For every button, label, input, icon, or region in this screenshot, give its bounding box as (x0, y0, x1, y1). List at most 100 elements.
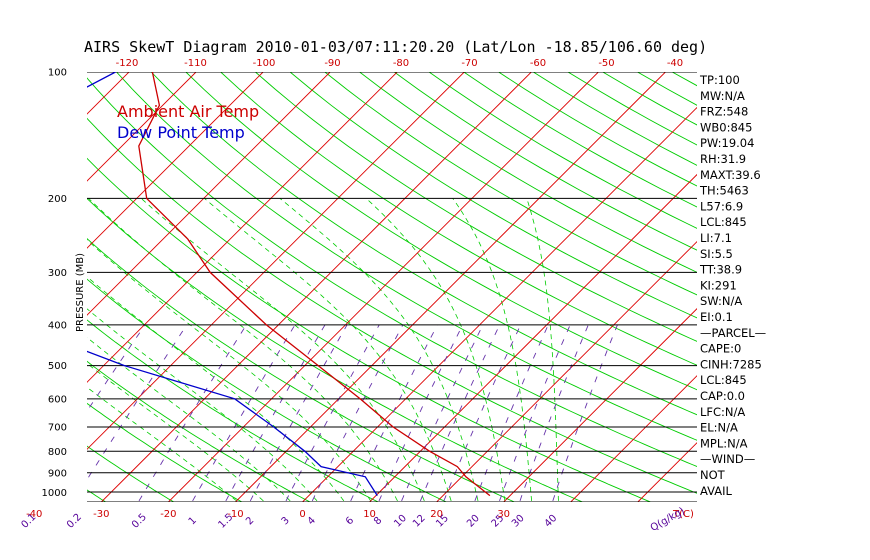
dry-adiabat-line (671, 72, 697, 87)
index-label: RH:31.9 (700, 152, 746, 166)
index-label: MAXT:39.6 (700, 168, 761, 182)
x-axis-label: T(C) (672, 509, 694, 520)
moist-adiabat-line (87, 386, 237, 502)
moist-adiabat-line (204, 198, 452, 501)
pressure-tick-label: 700 (48, 422, 67, 433)
index-label: CAPE:0 (700, 342, 741, 356)
index-label: AVAIL (700, 484, 733, 498)
dry-adiabat-line (87, 278, 448, 502)
index-label: CINH:7285 (700, 357, 762, 371)
mixing-ratio-line (419, 324, 501, 502)
mixing-ratio-line (443, 324, 522, 502)
isobars (87, 72, 697, 502)
pressure-tick-label: 800 (48, 447, 67, 458)
mixing-ratio-line (138, 324, 247, 502)
bottom-temp-tick-label: 0 (299, 509, 305, 520)
mixing-ratio-line (350, 324, 438, 502)
isotherms (0, 72, 697, 502)
moist-adiabat-line (87, 308, 318, 502)
bottom-temp-tick-label: 10 (363, 509, 376, 520)
mixing-ratio-tick-label: 2 (244, 515, 256, 527)
mixing-ratio-line (401, 324, 484, 502)
dew-point-line (87, 72, 378, 496)
top-temp-tick-label: -60 (530, 58, 546, 69)
index-label: SW:N/A (700, 294, 742, 308)
dry-adiabat-line (87, 117, 697, 494)
top-temp-tick-label: -120 (116, 58, 139, 69)
bottom-temp-tick-label: -40 (26, 509, 42, 520)
mixing-ratio-line (311, 324, 404, 502)
index-label: TP:100 (699, 73, 740, 87)
mixing-ratio-line (474, 324, 549, 502)
mixing-ratio-tick-label: 20 (465, 513, 482, 530)
pressure-axis: 100 200 300 400 500 600 700 800 900 1000 (42, 68, 67, 500)
mixing-ratio-line (192, 324, 296, 502)
mixing-ratio-line (249, 324, 348, 502)
moist-adiabat-line (87, 362, 264, 502)
isotherm-line (0, 72, 62, 502)
isotherm-line (101, 72, 532, 502)
isotherm-line (168, 72, 599, 502)
mixing-ratio-lines (87, 324, 618, 502)
dry-adiabat-line (393, 72, 697, 251)
index-label: MPL:N/A (700, 436, 748, 450)
plot-area (0, 0, 697, 509)
moist-adiabats (87, 198, 559, 502)
mixing-ratio-tick-label: 3 (280, 515, 292, 527)
top-temp-tick-label: -110 (184, 58, 207, 69)
dry-adiabat-line (87, 360, 311, 502)
bottom-temp-tick-label: -10 (227, 509, 243, 520)
top-temp-tick-label: -70 (461, 58, 477, 69)
mixing-ratio-tick-label: 0.2 (65, 512, 84, 531)
y-axis-label: PRESSURE (MB) (75, 253, 86, 332)
dry-adiabat-line (636, 72, 697, 106)
dry-adiabat-line (87, 402, 243, 502)
bottom-temp-tick-label: -30 (93, 509, 109, 520)
index-label: PW:19.04 (700, 136, 754, 150)
index-label: —WIND— (700, 452, 755, 466)
mixing-ratio-tick-label: 4 (306, 515, 318, 527)
mixing-ratio-line (519, 324, 589, 502)
dry-adiabat-line (324, 72, 697, 296)
dry-adiabat-line (0, 0, 48, 509)
mixing-ratio-line (87, 324, 146, 412)
dry-adiabat-line (150, 72, 697, 416)
index-label: FRZ:548 (700, 105, 748, 119)
index-label: KI:291 (700, 278, 737, 292)
index-label: EL:N/A (700, 421, 738, 435)
index-label: LCL:845 (700, 215, 747, 229)
isotherm-line (87, 72, 331, 316)
isotherm-line (87, 72, 465, 450)
legend-entry: Dew Point Temp (117, 123, 245, 142)
dry-adiabat-line (358, 72, 697, 273)
dry-adiabat-line (567, 72, 697, 146)
chart-title: AIRS SkewT Diagram 2010-01-03/07:11:20.2… (84, 38, 707, 56)
pressure-tick-label: 500 (48, 361, 67, 372)
dry-adiabat-line (87, 77, 697, 467)
index-label: LI:7.1 (700, 231, 732, 245)
mixing-ratio-line (87, 324, 188, 481)
index-label: SI:5.5 (700, 247, 733, 261)
top-temp-tick-label: -40 (667, 58, 683, 69)
dry-adiabat-line (428, 72, 697, 229)
moist-adiabat-line (88, 198, 398, 502)
mixing-ratio-tick-label: 10 (392, 513, 409, 530)
mixing-ratio-tick-label: 1 (187, 515, 199, 527)
dry-adiabat-line (115, 72, 697, 441)
pressure-tick-label: 900 (48, 468, 67, 479)
top-temp-axis: -120 -110 -100 -90 -80 -70 -60 -50 -40 (116, 58, 684, 69)
mixing-ratio-tick-label: 30 (510, 513, 527, 530)
index-label: EI:0.1 (700, 310, 733, 324)
index-label: NOT (700, 468, 726, 482)
index-label: MW:N/A (700, 89, 745, 103)
moist-adiabat-line (279, 198, 479, 501)
dry-adiabat-line (185, 72, 697, 391)
legend: Ambient Air Temp Dew Point Temp (117, 102, 259, 142)
mixing-ratio-tick-label: 40 (543, 513, 560, 530)
pressure-tick-label: 100 (48, 68, 67, 79)
moist-adiabat-line (87, 336, 291, 502)
profiles (87, 72, 491, 497)
